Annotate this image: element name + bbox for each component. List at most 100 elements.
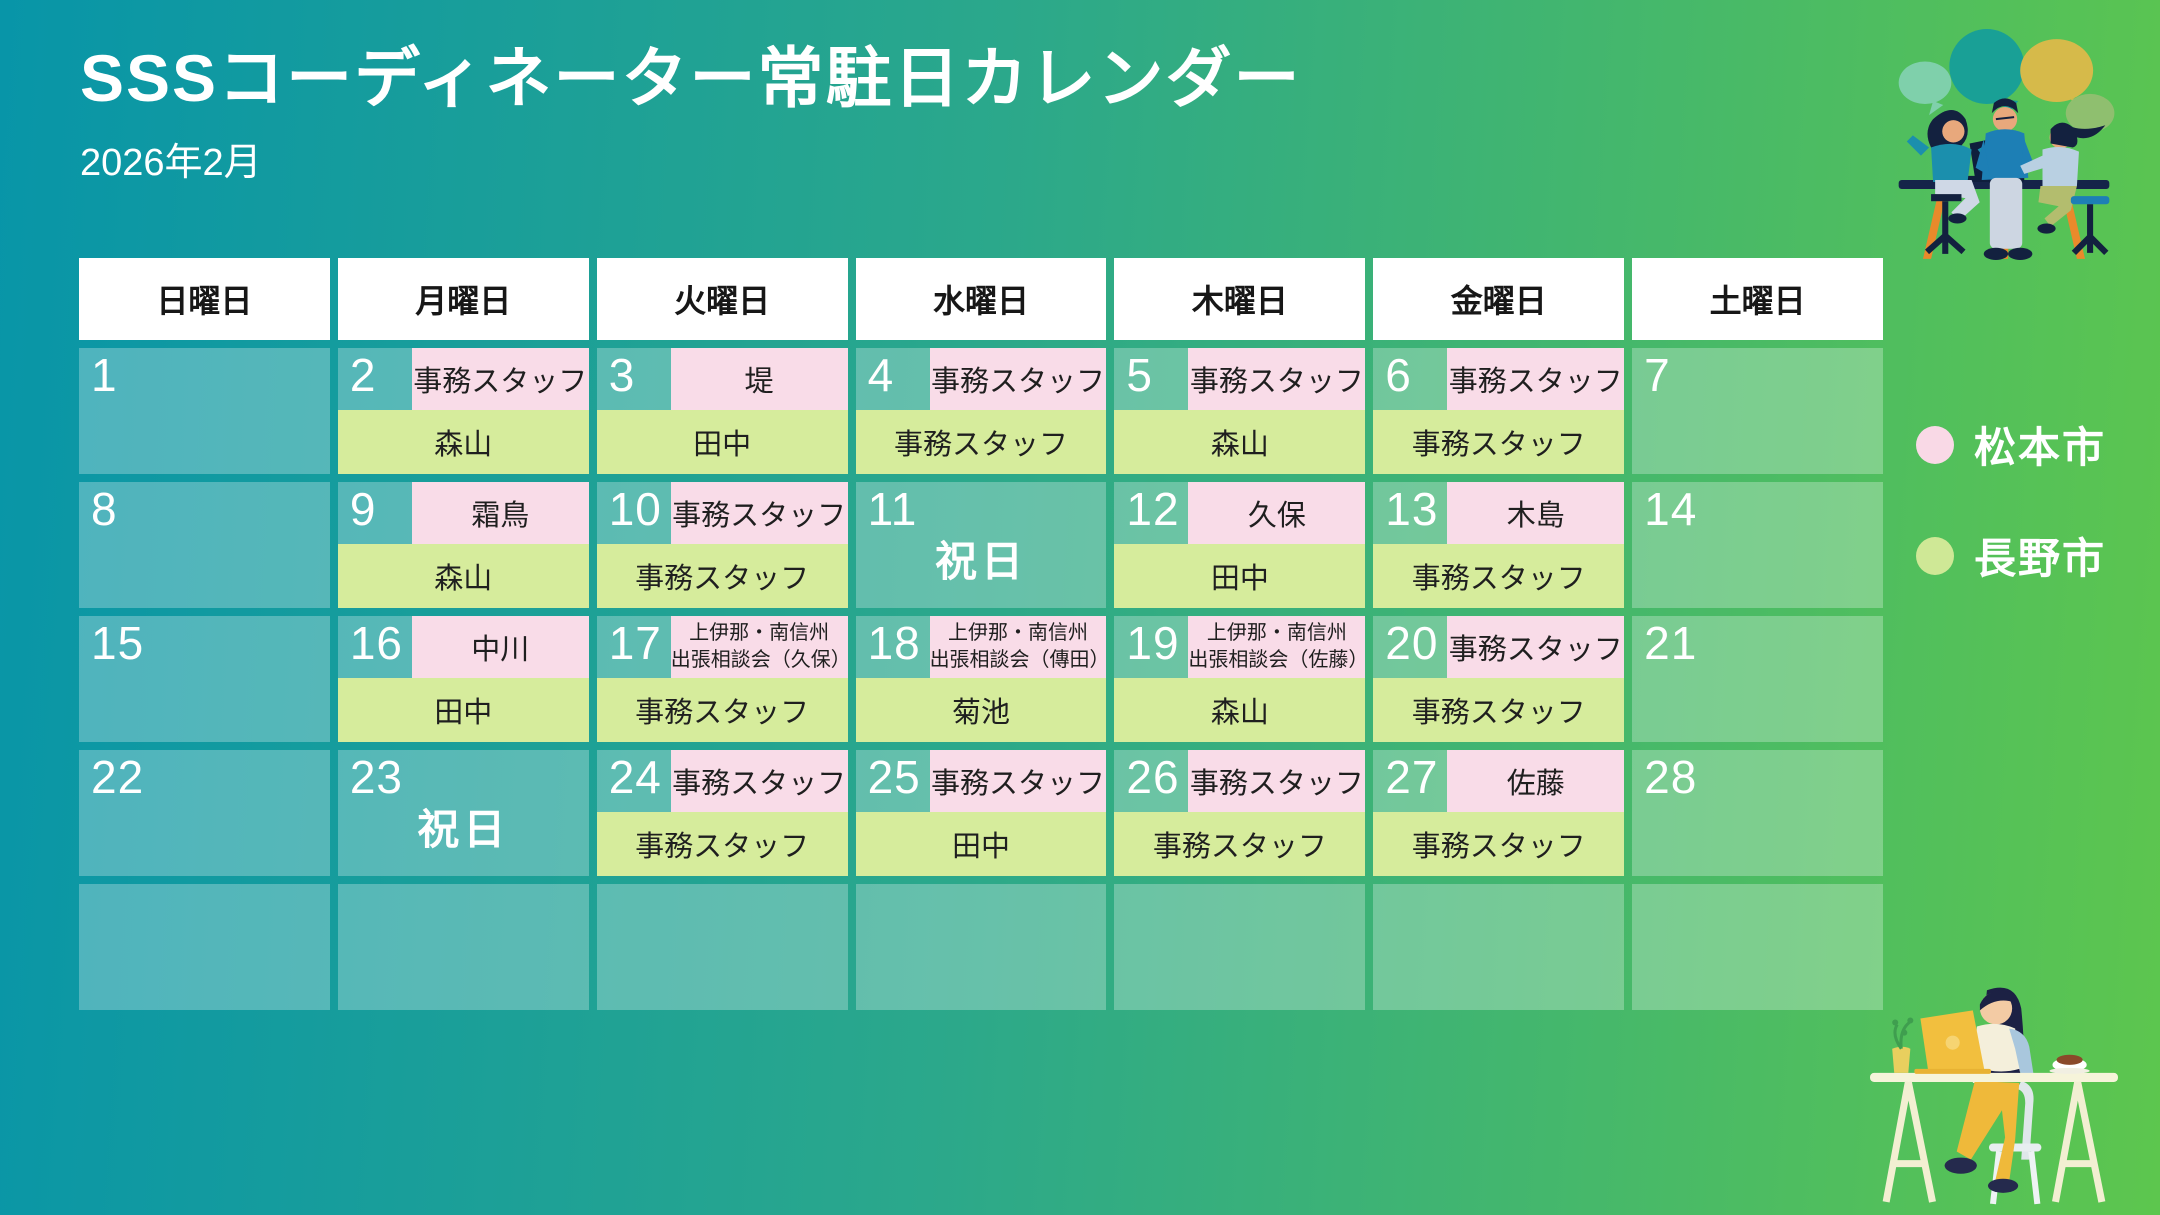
- page-header: SSSコーディネーター常駐日カレンダー 2026年2月: [80, 42, 1301, 186]
- day-cell: 26 事務スタッフ 事務スタッフ: [1114, 750, 1366, 876]
- day-cell: [1114, 884, 1366, 1010]
- weekday-header: 金曜日: [1373, 258, 1625, 340]
- nagano-entry: 事務スタッフ: [1373, 410, 1625, 474]
- nagano-entry: 事務スタッフ: [1114, 812, 1366, 876]
- matsumoto-entry: 事務スタッフ: [929, 348, 1107, 410]
- weekday-header: 火曜日: [596, 258, 848, 340]
- day-number: 7: [1644, 349, 1671, 401]
- day-cell: [79, 884, 330, 1010]
- woman-at-desk-illustration: [1870, 987, 2118, 1205]
- day-number: 27: [1385, 751, 1439, 803]
- day-cell: [1373, 884, 1625, 1010]
- day-cell: 7: [1632, 348, 1883, 474]
- holiday-label: 祝日: [417, 806, 510, 853]
- legend-dot-icon: [1916, 536, 1954, 575]
- day-number: 13: [1385, 483, 1439, 535]
- weekday-header: 木曜日: [1114, 258, 1366, 340]
- matsumoto-entry: 上伊那・南信州 出張相談会（久保）: [670, 616, 848, 678]
- nagano-entry: 田中: [596, 410, 848, 474]
- day-cell: 18 上伊那・南信州 出張相談会（傳田） 菊池: [855, 616, 1107, 742]
- matsumoto-entry: 事務スタッフ: [411, 348, 589, 410]
- nagano-entry: 森山: [1114, 410, 1366, 474]
- day-number: 17: [608, 617, 662, 669]
- day-cell: 3 堤田中: [596, 348, 848, 474]
- calendar-weeks: 1 2 事務スタッフ 森山 3 堤田中 4 事務スタッフ 事務スタッフ 5 事務スタッフ 森山 6 事務ス…: [79, 348, 1883, 1010]
- weekday-header-row: 日曜日 月曜日 火曜日 水曜日 木曜日 金曜日 土曜日: [79, 258, 1883, 340]
- matsumoto-entry: 事務スタッフ: [1447, 348, 1625, 410]
- matsumoto-entry: 佐藤: [1447, 750, 1625, 812]
- nagano-entry: 事務スタッフ: [596, 544, 848, 608]
- day-number: 9: [349, 483, 377, 535]
- day-cell: 16 中川 田中: [337, 616, 589, 742]
- day-number: 10: [608, 483, 662, 535]
- weekday-header: 日曜日: [79, 258, 330, 340]
- nagano-entry: 森山: [1114, 678, 1366, 742]
- day-number: 12: [1126, 483, 1180, 535]
- matsumoto-entry: 事務スタッフ: [1188, 750, 1366, 812]
- matsumoto-entry: 久保: [1188, 482, 1366, 544]
- day-cell: 27 佐藤 事務スタッフ: [1373, 750, 1625, 876]
- day-number: 11: [867, 483, 918, 535]
- day-cell: 2 事務スタッフ 森山: [337, 348, 589, 474]
- legend-label: 松本市: [1974, 424, 2107, 471]
- day-number: 28: [1644, 751, 1698, 803]
- nagano-entry: 事務スタッフ: [596, 812, 848, 876]
- nagano-entry: 森山: [337, 544, 589, 608]
- day-number: 18: [867, 617, 921, 669]
- nagano-entry: 田中: [337, 678, 589, 742]
- day-number: 24: [608, 751, 662, 803]
- day-cell: 23 祝日: [337, 750, 589, 876]
- matsumoto-entry: 上伊那・南信州 出張相談会（佐藤）: [1188, 616, 1366, 678]
- day-cell: [337, 884, 589, 1010]
- nagano-entry: 田中: [855, 812, 1107, 876]
- day-number: 2: [349, 349, 377, 401]
- day-cell: 13 木島 事務スタッフ: [1373, 482, 1625, 608]
- page-title: SSSコーディネーター常駐日カレンダー: [80, 41, 1302, 115]
- day-number: 19: [1126, 617, 1180, 669]
- nagano-entry: 菊池: [855, 678, 1107, 742]
- people-meeting-illustration: [1898, 29, 2115, 260]
- day-cell: 4 事務スタッフ 事務スタッフ: [855, 348, 1107, 474]
- day-cell: 22: [79, 750, 330, 876]
- day-cell: 17 上伊那・南信州 出張相談会（久保） 事務スタッフ: [596, 616, 848, 742]
- matsumoto-entry: 堤: [670, 348, 848, 410]
- day-cell: 1: [79, 348, 330, 474]
- matsumoto-entry: 中川: [411, 616, 589, 678]
- day-number: 23: [349, 751, 404, 803]
- day-cell: 5 事務スタッフ 森山: [1114, 348, 1366, 474]
- day-number: 20: [1385, 617, 1439, 669]
- day-cell: 15: [79, 616, 330, 742]
- matsumoto-entry: 霜鳥: [411, 482, 589, 544]
- matsumoto-entry: 事務スタッフ: [1188, 348, 1366, 410]
- day-cell: 24 事務スタッフ 事務スタッフ: [596, 750, 848, 876]
- day-cell: 20 事務スタッフ 事務スタッフ: [1373, 616, 1625, 742]
- holiday-label: 祝日: [934, 538, 1027, 585]
- page-subtitle: 2026年2月: [80, 141, 262, 184]
- nagano-entry: 事務スタッフ: [1373, 544, 1625, 608]
- day-cell: 6 事務スタッフ 事務スタッフ: [1373, 348, 1625, 474]
- day-cell: [596, 884, 848, 1010]
- day-number: 21: [1644, 617, 1698, 669]
- day-cell: 10 事務スタッフ 事務スタッフ: [596, 482, 848, 608]
- day-number: 22: [91, 751, 145, 803]
- day-cell: 8: [79, 482, 330, 608]
- weekday-header: 水曜日: [855, 258, 1107, 340]
- matsumoto-entry: 事務スタッフ: [1447, 616, 1625, 678]
- day-cell: 14: [1632, 482, 1883, 608]
- matsumoto-entry: 事務スタッフ: [670, 750, 848, 812]
- matsumoto-entry: 上伊那・南信州 出張相談会（傳田）: [929, 616, 1107, 678]
- day-cell: 28: [1632, 750, 1883, 876]
- legend: 松本市長野市: [1916, 414, 2106, 636]
- weekday-header: 月曜日: [337, 258, 589, 340]
- nagano-entry: 事務スタッフ: [596, 678, 848, 742]
- legend-item: 松本市: [1916, 414, 2106, 475]
- day-cell: 19 上伊那・南信州 出張相談会（佐藤） 森山: [1114, 616, 1366, 742]
- day-number: 6: [1385, 349, 1412, 401]
- day-number: 1: [91, 349, 118, 401]
- day-cell: 21: [1632, 616, 1883, 742]
- legend-item: 長野市: [1916, 525, 2106, 586]
- day-number: 4: [867, 349, 895, 401]
- day-number: 25: [867, 751, 921, 803]
- day-number: 16: [349, 617, 404, 669]
